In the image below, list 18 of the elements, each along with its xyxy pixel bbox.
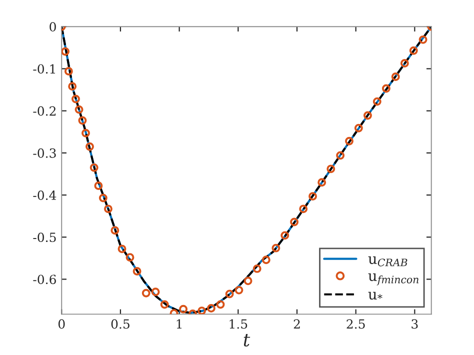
y-tick-label: -0.4 <box>33 190 56 200</box>
y-tick-label: -0.3 <box>33 148 56 158</box>
legend-label: u$_{CRAB}$ <box>368 256 408 266</box>
x-axis-title: t <box>244 334 250 346</box>
x-tick-label: 2.5 <box>346 319 365 329</box>
x-tick-label: 0 <box>58 319 65 329</box>
x-tick-label: 1 <box>176 319 182 329</box>
y-tick-label: -0.5 <box>33 232 56 242</box>
y-tick-label: -0.2 <box>33 106 56 116</box>
x-tick-label: 2 <box>294 319 300 329</box>
legend-label: u$_{*}$ <box>368 292 382 300</box>
y-tick-label: 0 <box>50 22 56 32</box>
x-tick-label: 3 <box>412 319 418 329</box>
x-tick-label: 1.5 <box>230 319 248 329</box>
legend-label: u$_{fmincon}$ <box>368 273 418 286</box>
y-tick-label: -0.6 <box>33 274 56 284</box>
y-tick-label: -0.1 <box>33 64 55 74</box>
x-tick-label: 0.5 <box>111 319 130 329</box>
